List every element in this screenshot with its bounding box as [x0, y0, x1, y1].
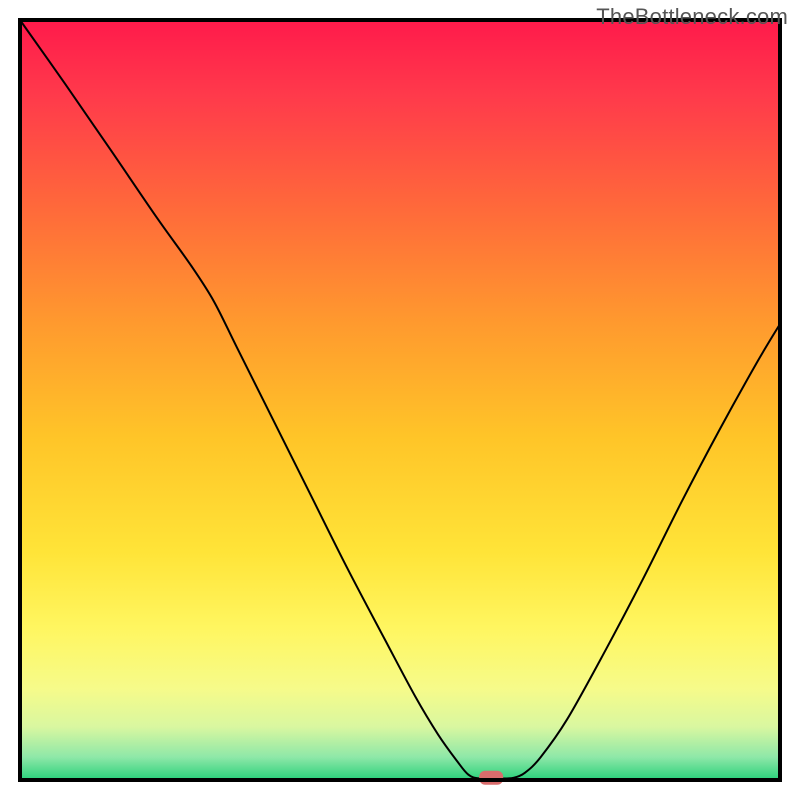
watermark-label: TheBottleneck.com — [596, 4, 788, 30]
plot-background — [20, 20, 780, 780]
chart-svg — [0, 0, 800, 800]
optimal-marker — [479, 771, 503, 785]
bottleneck-chart — [0, 0, 800, 800]
